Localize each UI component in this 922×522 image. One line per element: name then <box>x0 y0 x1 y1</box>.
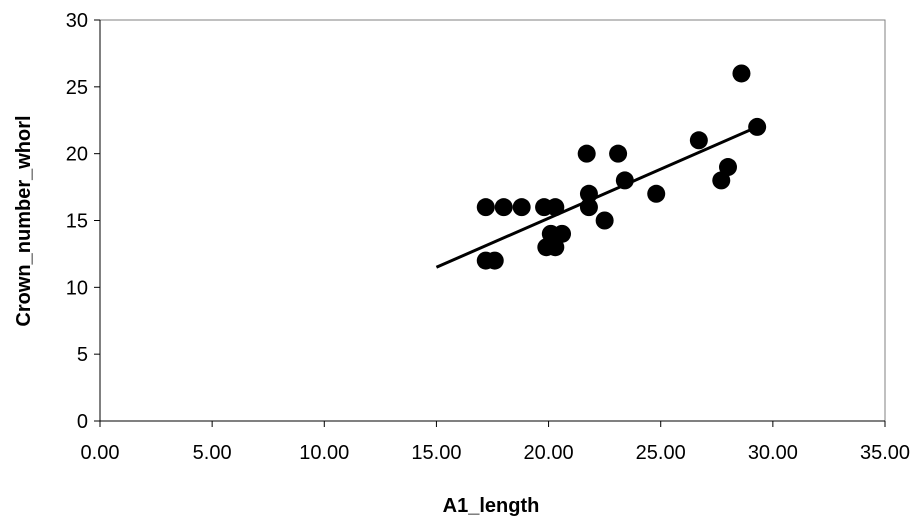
y-tick-label: 20 <box>66 144 88 166</box>
data-point <box>485 251 504 270</box>
axes <box>94 19 886 427</box>
x-tick-label: 0.00 <box>81 442 120 464</box>
data-point <box>595 211 614 230</box>
y-axis-title: Crown_number_whorl <box>13 115 35 326</box>
x-tick-label: 25.00 <box>636 442 686 464</box>
data-point <box>494 198 513 217</box>
data-point <box>553 224 572 243</box>
y-tick-label: 30 <box>66 10 88 32</box>
x-tick-label: 20.00 <box>524 442 574 464</box>
data-point <box>609 144 628 163</box>
y-tick-label: 10 <box>66 277 88 299</box>
data-point <box>615 171 634 190</box>
data-point <box>579 198 598 217</box>
x-axis-title: A1_length <box>443 495 540 517</box>
plot-area-border <box>99 19 886 422</box>
data-point <box>579 184 598 203</box>
y-tick-label: 25 <box>66 77 88 99</box>
data-point <box>546 198 565 217</box>
data-point <box>748 117 767 136</box>
data-point <box>689 131 708 150</box>
y-tick-label: 15 <box>66 211 88 233</box>
y-tick-label: 0 <box>77 411 88 433</box>
x-tick-label: 15.00 <box>411 442 461 464</box>
tick-labels: 0.00 5.00 10.00 15.00 20.00 25.00 30.00 35.00 0 5… <box>66 10 910 464</box>
x-tick-label: 30.00 <box>748 442 798 464</box>
x-tick-label: 10.00 <box>299 442 349 464</box>
data-points <box>476 64 767 270</box>
data-point <box>712 171 731 190</box>
data-point <box>577 144 596 163</box>
x-tick-label: 5.00 <box>193 442 232 464</box>
x-tick-label: 35.00 <box>860 442 910 464</box>
data-point <box>476 198 495 217</box>
data-point <box>512 198 531 217</box>
data-point <box>732 64 751 83</box>
data-point <box>719 158 737 177</box>
data-point <box>647 184 666 203</box>
y-tick-label: 5 <box>77 344 88 366</box>
